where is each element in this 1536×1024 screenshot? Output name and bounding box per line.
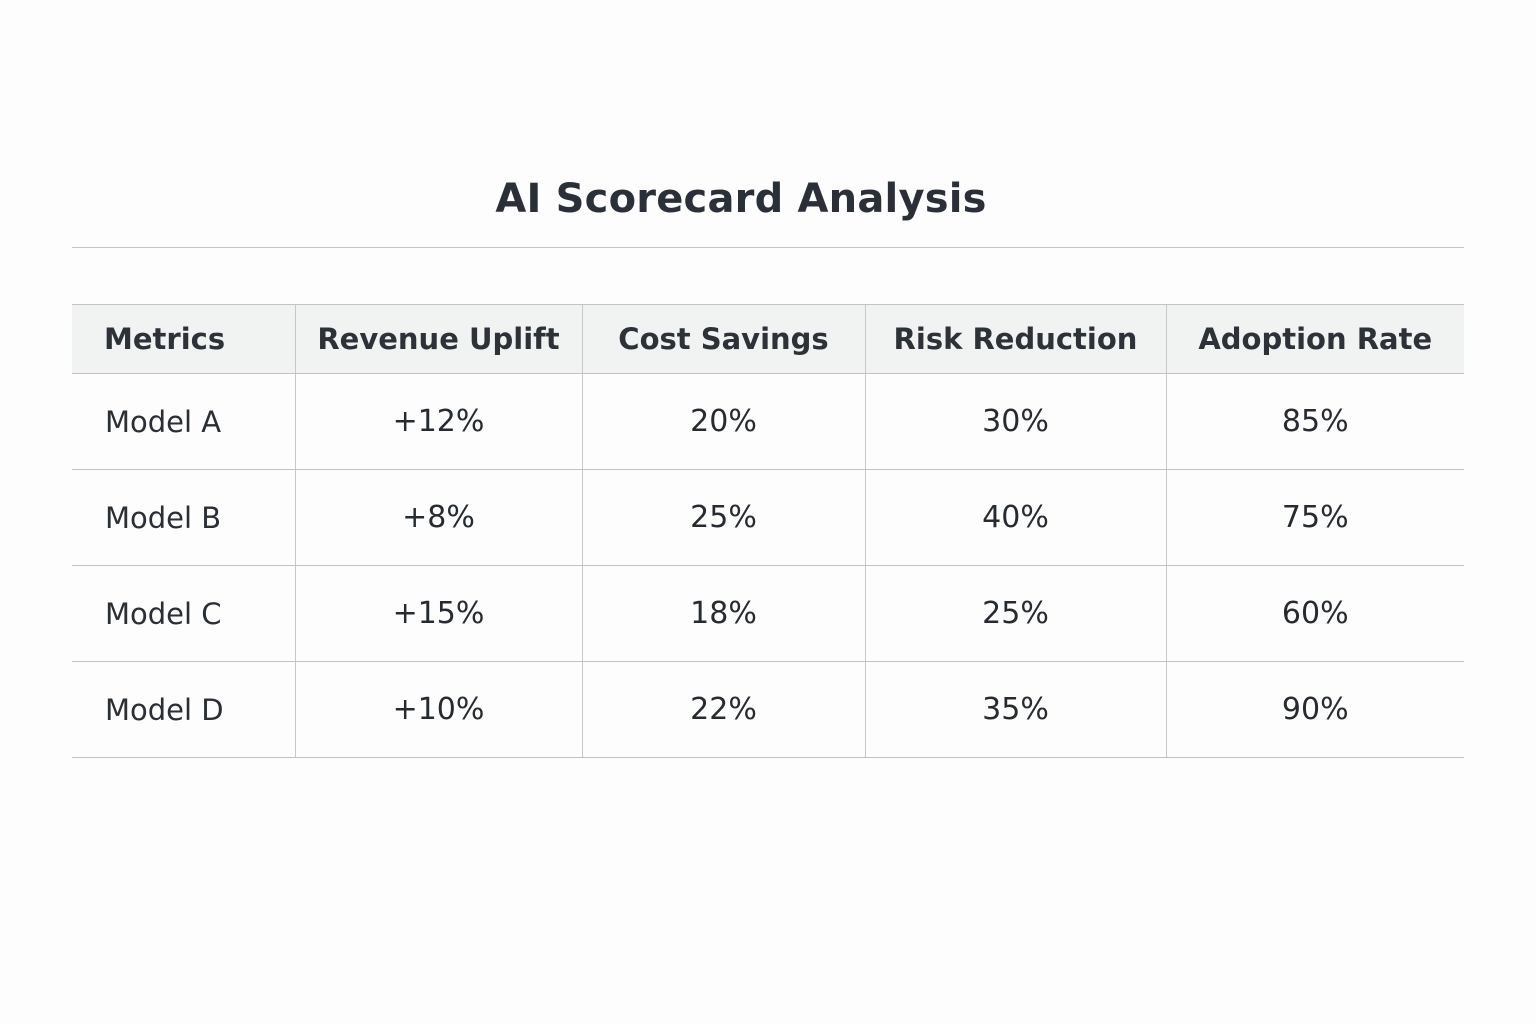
column-header-adoption-rate: Adoption Rate [1165, 304, 1464, 374]
page-title: AI Scorecard Analysis [495, 176, 987, 222]
cell-adoption-rate: 75% [1165, 469, 1464, 566]
title-divider [72, 247, 1464, 248]
cell-cost-savings: 25% [581, 469, 865, 566]
column-header-revenue-uplift: Revenue Uplift [294, 304, 582, 374]
cell-cost-savings: 22% [581, 661, 865, 758]
cell-risk-reduction: 30% [864, 373, 1166, 470]
cell-cost-savings: 18% [581, 565, 865, 662]
table-row-model-c: Model C +15% 18% 25% 60% [72, 565, 1464, 662]
cell-adoption-rate: 85% [1165, 373, 1464, 470]
column-header-metrics: Metrics [72, 304, 295, 374]
cell-risk-reduction: 35% [864, 661, 1166, 758]
table-body: Model A +12% 20% 30% 85% Model B +8% 25%… [72, 373, 1464, 758]
table-header: Metrics Revenue Uplift Cost Savings Risk… [72, 304, 1464, 374]
cell-adoption-rate: 90% [1165, 661, 1464, 758]
cell-revenue-uplift: +15% [294, 565, 582, 662]
column-header-risk-reduction: Risk Reduction [864, 304, 1166, 374]
cell-risk-reduction: 25% [864, 565, 1166, 662]
cell-adoption-rate: 60% [1165, 565, 1464, 662]
scorecard-table: Metrics Revenue Uplift Cost Savings Risk… [72, 304, 1464, 758]
table-row-model-a: Model A +12% 20% 30% 85% [72, 373, 1464, 470]
column-header-cost-savings: Cost Savings [581, 304, 865, 374]
cell-cost-savings: 20% [581, 373, 865, 470]
cell-revenue-uplift: +8% [294, 469, 582, 566]
row-label: Model C [72, 565, 295, 662]
table-row-model-d: Model D +10% 22% 35% 90% [72, 661, 1464, 758]
cell-risk-reduction: 40% [864, 469, 1166, 566]
row-label: Model B [72, 469, 295, 566]
header-row: Metrics Revenue Uplift Cost Savings Risk… [72, 304, 1464, 374]
row-label: Model A [72, 373, 295, 470]
cell-revenue-uplift: +12% [294, 373, 582, 470]
row-label: Model D [72, 661, 295, 758]
scorecard-table-container: Metrics Revenue Uplift Cost Savings Risk… [72, 304, 1464, 758]
table-row-model-b: Model B +8% 25% 40% 75% [72, 469, 1464, 566]
cell-revenue-uplift: +10% [294, 661, 582, 758]
